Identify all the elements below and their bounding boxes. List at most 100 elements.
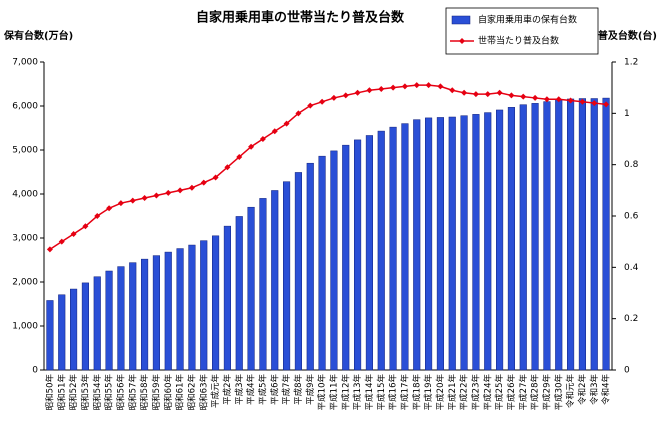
x-tick-label: 昭和53年	[80, 374, 91, 411]
marker	[425, 82, 432, 89]
bar	[365, 135, 373, 371]
marker	[319, 98, 326, 105]
bar	[484, 112, 492, 371]
bar	[117, 266, 125, 371]
y-tick-label: 0	[32, 366, 38, 376]
marker	[94, 213, 101, 219]
x-tick-label: 平成10年	[317, 374, 328, 411]
x-tick-label: 平成8年	[293, 374, 304, 405]
marker	[177, 187, 184, 194]
x-tick-label: 平成11年	[328, 374, 339, 411]
y2-tick-label: 0	[624, 366, 630, 376]
bar	[425, 117, 433, 371]
legend-label: 世帯当たり普及台数	[478, 35, 559, 47]
x-tick-label: 昭和55年	[104, 374, 115, 411]
marker	[212, 174, 219, 181]
marker	[236, 153, 243, 160]
marker	[141, 195, 148, 202]
bar	[141, 258, 149, 371]
x-tick-label: 平成26年	[506, 374, 517, 411]
marker	[283, 120, 290, 127]
bar	[129, 262, 137, 371]
legend-swatch	[451, 15, 471, 25]
bar	[188, 244, 196, 371]
x-tick-label: 平成29年	[541, 374, 552, 411]
y2-axis-title: 普及台数(台)	[598, 29, 657, 42]
bar	[342, 144, 350, 371]
marker	[188, 184, 195, 191]
marker	[295, 110, 302, 117]
bar	[259, 198, 267, 371]
marker	[106, 205, 113, 212]
bar	[105, 270, 113, 371]
x-tick-label: 平成16年	[388, 374, 399, 411]
x-tick-label: 平成18年	[411, 374, 422, 411]
marker	[472, 91, 479, 98]
marker	[117, 200, 124, 207]
legend-box	[445, 7, 599, 55]
x-tick-label: 平成2年	[222, 374, 233, 405]
x-tick-label: 平成13年	[352, 374, 363, 411]
marker	[307, 102, 314, 109]
bar	[306, 162, 314, 371]
x-tick-label: 平成5年	[257, 374, 268, 405]
y-tick-label: 6,000	[12, 102, 38, 112]
x-tick-label: 昭和59年	[151, 374, 162, 411]
x-tick-label: 平成17年	[399, 374, 410, 411]
marker	[129, 197, 136, 204]
marker	[508, 92, 515, 99]
marker	[82, 223, 89, 230]
bar	[93, 276, 101, 371]
bar	[531, 103, 539, 371]
legend-label: 自家用乗用車の保有台数	[478, 14, 577, 26]
x-tick-label: 平成19年	[423, 374, 434, 411]
marker	[248, 143, 255, 150]
marker	[330, 94, 337, 101]
bar	[436, 117, 444, 371]
bar	[413, 119, 421, 371]
y-tick-label: 1,000	[12, 322, 38, 332]
x-tick-label: 令和2年	[577, 374, 588, 405]
marker	[401, 83, 408, 90]
bar	[555, 99, 563, 371]
marker	[342, 92, 349, 99]
x-tick-label: 平成12年	[340, 374, 351, 411]
marker	[58, 238, 65, 245]
bar	[247, 206, 255, 371]
x-tick-label: 平成28年	[530, 374, 541, 411]
bar	[496, 109, 504, 371]
bar	[602, 97, 610, 371]
bar	[318, 155, 326, 371]
marker	[532, 94, 539, 101]
marker	[200, 179, 207, 186]
bar	[354, 139, 362, 371]
x-tick-label: 平成27年	[518, 374, 529, 411]
y-tick-label: 4,000	[12, 190, 38, 200]
y2-tick-label: 1	[624, 109, 630, 119]
x-tick-label: 昭和61年	[175, 374, 186, 411]
x-tick-label: 昭和56年	[115, 374, 126, 411]
marker	[354, 89, 361, 96]
y2-tick-label: 1.2	[624, 58, 638, 68]
x-tick-label: 平成21年	[447, 374, 458, 411]
bar	[223, 225, 231, 371]
x-tick-label: 昭和51年	[56, 374, 67, 411]
x-tick-label: 平成22年	[459, 374, 470, 411]
y-tick-label: 7,000	[12, 58, 38, 68]
x-tick-label: 昭和52年	[68, 374, 79, 411]
bar	[152, 255, 160, 371]
marker	[378, 85, 385, 92]
legend-marker	[459, 38, 465, 44]
bar	[164, 251, 172, 371]
y-tick-label: 2,000	[12, 278, 38, 288]
x-tick-label: 昭和63年	[198, 374, 209, 411]
marker	[153, 192, 160, 199]
x-tick-label: 昭和62年	[186, 374, 197, 411]
bar	[271, 190, 279, 371]
marker	[413, 82, 420, 89]
marker	[366, 87, 373, 94]
marker	[461, 89, 468, 96]
x-tick-label: 平成6年	[269, 374, 280, 405]
marker	[224, 164, 231, 171]
x-tick-label: 昭和57年	[127, 374, 138, 411]
